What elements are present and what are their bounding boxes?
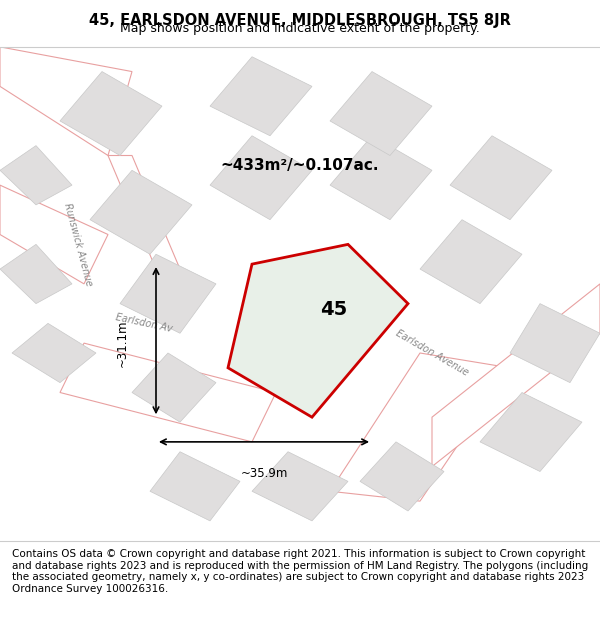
Text: Map shows position and indicative extent of the property.: Map shows position and indicative extent… [120, 22, 480, 35]
Polygon shape [510, 304, 600, 382]
Polygon shape [60, 343, 276, 442]
Text: Runswick Avenue: Runswick Avenue [62, 202, 94, 287]
Polygon shape [12, 323, 96, 382]
Polygon shape [432, 284, 600, 466]
Polygon shape [210, 57, 312, 136]
Text: Contains OS data © Crown copyright and database right 2021. This information is : Contains OS data © Crown copyright and d… [12, 549, 588, 594]
Polygon shape [0, 244, 72, 304]
Polygon shape [252, 452, 348, 521]
Polygon shape [90, 170, 192, 254]
Polygon shape [0, 185, 108, 284]
Polygon shape [120, 254, 216, 333]
Text: 45: 45 [320, 300, 347, 319]
Polygon shape [330, 136, 432, 219]
Text: ~433m²/~0.107ac.: ~433m²/~0.107ac. [221, 158, 379, 173]
Polygon shape [330, 353, 510, 501]
Text: ~31.1m: ~31.1m [116, 319, 129, 367]
Polygon shape [210, 136, 312, 219]
Polygon shape [150, 452, 240, 521]
Polygon shape [108, 156, 180, 269]
Polygon shape [0, 47, 132, 156]
Text: 45, EARLSDON AVENUE, MIDDLESBROUGH, TS5 8JR: 45, EARLSDON AVENUE, MIDDLESBROUGH, TS5 … [89, 13, 511, 28]
Text: Earlsdon Avenue: Earlsdon Avenue [394, 328, 470, 378]
Polygon shape [330, 71, 432, 156]
Polygon shape [360, 442, 444, 511]
Polygon shape [420, 219, 522, 304]
Polygon shape [132, 353, 216, 422]
Polygon shape [450, 136, 552, 219]
Text: Earlsdon Av: Earlsdon Av [115, 312, 173, 334]
Text: ~35.9m: ~35.9m [241, 466, 287, 479]
Polygon shape [228, 244, 408, 418]
Polygon shape [480, 392, 582, 471]
Polygon shape [60, 71, 162, 156]
Polygon shape [0, 146, 72, 205]
